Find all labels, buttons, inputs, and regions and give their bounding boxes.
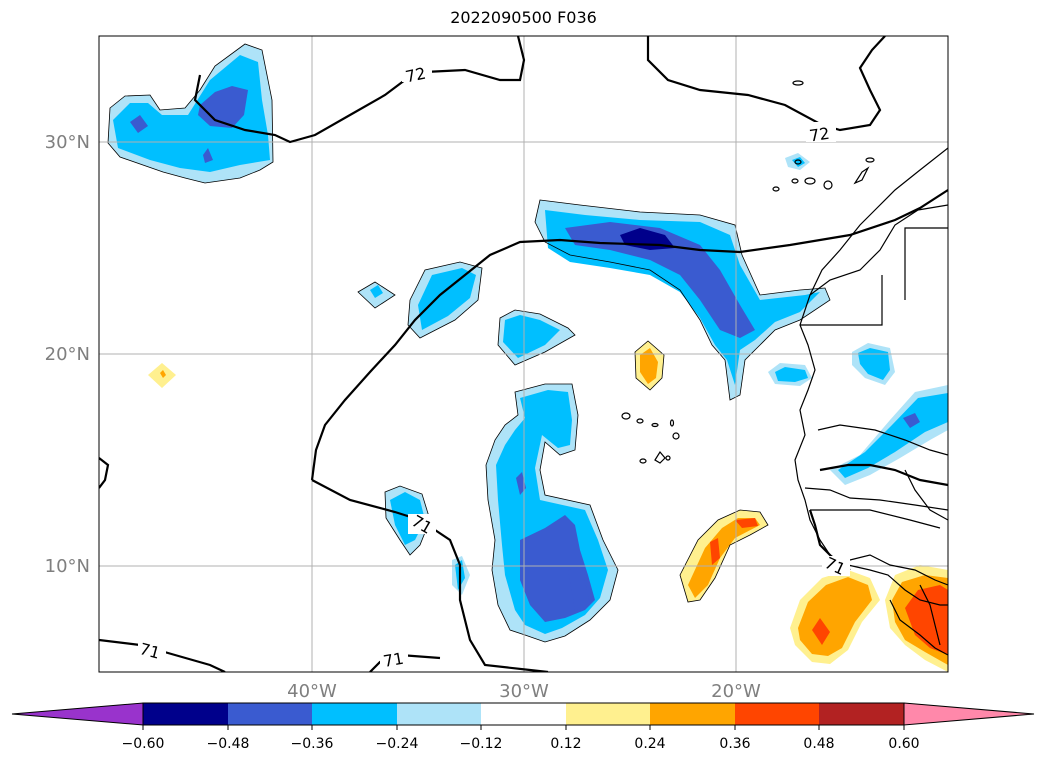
contour-labels: 72 72 71 71 71 71 [138,62,850,671]
colorbar-bin-9 [819,703,904,725]
colorbar-label-8: 0.36 [719,736,750,752]
colorbar-label-7: 0.24 [634,736,665,752]
shaded-region-nw [108,44,273,183]
colorbar-bin-6 [566,703,650,725]
colorbar-label-3: −0.36 [291,736,334,752]
colorbar-extend-left [11,702,144,726]
colorbar-bin-4 [397,703,481,725]
colorbar-frame [142,702,905,726]
colorbar-bin-2 [228,703,312,725]
colorbar-bin-7 [650,703,735,725]
lat-axis-labels: 30°N 20°N 10°N [45,132,90,577]
colorbar-label-4: −0.24 [376,736,419,752]
islands [621,80,875,464]
colorbar-extend-right [903,702,1035,726]
lat-label-20n: 20°N [45,344,90,365]
colorbar-label-6: 0.12 [550,736,581,752]
colorbar-label-9: 0.48 [803,736,834,752]
colorbar-bin-1 [143,703,228,725]
shaded-warm-regions [148,341,948,672]
contour-label-72-a: 72 [404,64,428,87]
lat-label-10n: 10°N [45,556,90,577]
colorbar-bin-8 [735,703,819,725]
contour-label-71-c: 71 [382,649,405,671]
lon-axis-labels: 40°W 30°W 20°W [287,681,761,702]
colorbar-bin-5 [481,703,566,725]
map-plot: 72 72 71 71 71 71 [99,36,948,672]
colorbar-label-10: 0.60 [888,736,919,752]
lon-label-30w: 30°W [499,681,549,702]
lat-label-30n: 30°N [45,132,90,153]
contour-label-72-b: 72 [808,124,831,146]
colorbar-bin-3 [312,703,397,725]
colorbar: −0.60 −0.48 −0.36 −0.24 −0.12 0.12 0.24 … [11,702,1035,752]
colorbar-label-1: −0.60 [122,736,165,752]
map-frame [98,35,949,673]
lon-label-40w: 40°W [287,681,337,702]
map-title: 2022090500 F036 [450,8,597,27]
lon-label-20w: 20°W [711,681,761,702]
contour-label-71-b: 71 [138,639,163,663]
colorbar-label-2: −0.48 [207,736,250,752]
colorbar-label-5: −0.12 [460,736,503,752]
